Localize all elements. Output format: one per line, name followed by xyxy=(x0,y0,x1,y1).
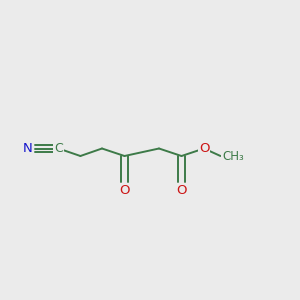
Text: O: O xyxy=(199,142,209,155)
Text: O: O xyxy=(176,184,187,197)
Text: N: N xyxy=(23,142,33,155)
Text: CH₃: CH₃ xyxy=(222,149,244,163)
Text: C: C xyxy=(54,142,63,155)
Text: O: O xyxy=(119,184,130,197)
